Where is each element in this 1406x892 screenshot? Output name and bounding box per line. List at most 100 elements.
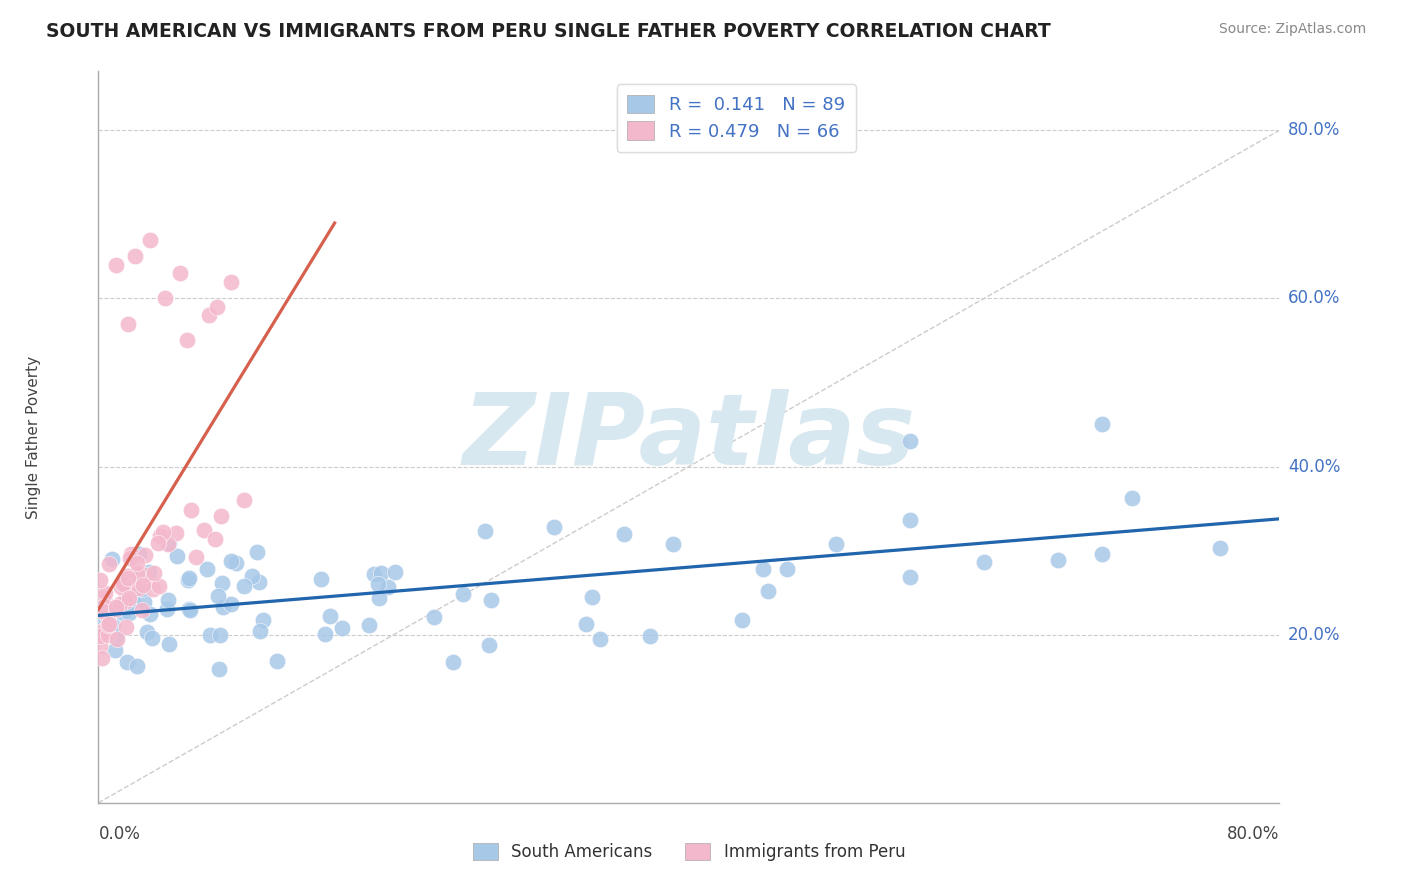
Point <box>180 503 202 517</box>
Point <box>96 599 118 613</box>
Point <box>1091 547 1114 561</box>
Point <box>97 611 120 625</box>
Point <box>157 537 180 551</box>
Point <box>179 602 201 616</box>
Point <box>105 258 128 272</box>
Point <box>117 596 139 610</box>
Point <box>101 619 124 633</box>
Point <box>211 575 233 590</box>
Point <box>104 630 127 644</box>
Point <box>115 656 138 670</box>
Point <box>114 591 136 606</box>
Point <box>367 577 389 591</box>
Point <box>169 266 191 280</box>
Point <box>232 493 254 508</box>
Point <box>1046 553 1070 567</box>
Point <box>973 555 995 569</box>
Point <box>112 577 135 591</box>
Point <box>104 599 127 614</box>
Point <box>97 616 120 631</box>
Point <box>478 638 501 652</box>
Point <box>153 291 176 305</box>
Point <box>756 583 779 598</box>
Point <box>136 624 159 639</box>
Point <box>97 605 120 619</box>
Point <box>198 308 221 322</box>
Text: Single Father Poverty: Single Father Poverty <box>25 356 41 518</box>
Point <box>156 602 179 616</box>
Point <box>332 621 354 635</box>
Point <box>98 557 121 571</box>
Point <box>131 582 153 596</box>
Point <box>195 562 218 576</box>
Point <box>139 607 162 622</box>
Point <box>211 599 233 614</box>
Text: 20.0%: 20.0% <box>1288 625 1340 644</box>
Point <box>384 566 406 580</box>
Point <box>638 629 661 643</box>
Text: 80.0%: 80.0% <box>1227 825 1279 843</box>
Point <box>111 606 134 620</box>
Point <box>97 607 120 621</box>
Point <box>93 609 115 624</box>
Point <box>94 586 117 600</box>
Text: 80.0%: 80.0% <box>1288 121 1340 139</box>
Point <box>105 632 128 646</box>
Point <box>157 637 180 651</box>
Point <box>134 548 156 562</box>
Point <box>319 609 342 624</box>
Point <box>209 508 232 523</box>
Point <box>1209 541 1232 555</box>
Point <box>1121 491 1143 506</box>
Point <box>118 569 141 583</box>
Point <box>165 526 187 541</box>
Point <box>125 659 148 673</box>
Point <box>357 618 380 632</box>
Point <box>96 614 118 628</box>
Point <box>89 573 111 587</box>
Point <box>423 610 446 624</box>
Point <box>97 628 120 642</box>
Point <box>134 567 156 582</box>
Point <box>105 602 128 616</box>
Point <box>148 579 170 593</box>
Point <box>166 549 188 564</box>
Text: 60.0%: 60.0% <box>1288 289 1340 308</box>
Point <box>208 662 231 676</box>
Point <box>132 578 155 592</box>
Point <box>93 604 115 618</box>
Point <box>314 627 336 641</box>
Point <box>221 275 243 289</box>
Text: 0.0%: 0.0% <box>98 825 141 843</box>
Point <box>89 629 111 643</box>
Point <box>198 627 221 641</box>
Point <box>589 632 612 647</box>
Point <box>613 527 636 541</box>
Point <box>125 556 148 570</box>
Point <box>179 572 201 586</box>
Point <box>108 597 131 611</box>
Point <box>120 547 142 561</box>
Point <box>122 594 145 608</box>
Point <box>900 434 922 449</box>
Point <box>120 550 142 565</box>
Point <box>89 639 111 653</box>
Text: Source: ZipAtlas.com: Source: ZipAtlas.com <box>1219 22 1367 37</box>
Point <box>148 536 170 550</box>
Point <box>138 565 160 579</box>
Point <box>89 625 111 640</box>
Point <box>193 523 215 537</box>
Point <box>132 595 155 609</box>
Point <box>377 580 399 594</box>
Point <box>233 579 256 593</box>
Point <box>247 574 270 589</box>
Point <box>179 602 201 616</box>
Point <box>209 628 232 642</box>
Point <box>100 551 122 566</box>
Point <box>114 620 136 634</box>
Point <box>252 613 274 627</box>
Point <box>90 605 112 619</box>
Point <box>575 617 598 632</box>
Point <box>118 606 141 620</box>
Text: SOUTH AMERICAN VS IMMIGRANTS FROM PERU SINGLE FATHER POVERTY CORRELATION CHART: SOUTH AMERICAN VS IMMIGRANTS FROM PERU S… <box>46 22 1052 41</box>
